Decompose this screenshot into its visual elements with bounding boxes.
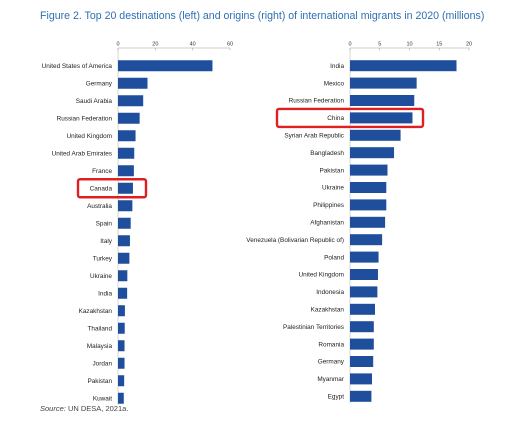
bar	[118, 182, 133, 194]
bar	[118, 270, 128, 282]
x-tick-label: 10	[406, 42, 412, 48]
bar	[118, 147, 135, 159]
category-label: United Arab Emirates	[52, 150, 112, 157]
bar	[118, 305, 125, 317]
bar	[350, 356, 374, 367]
bar	[350, 164, 388, 176]
category-label: Venezuela (Bolivarian Republic of)	[246, 237, 344, 244]
bar	[350, 147, 395, 159]
category-label: United States of America	[42, 63, 113, 70]
bar	[118, 252, 130, 264]
category-label: Russian Federation	[57, 115, 113, 122]
category-label: Germany	[318, 359, 345, 366]
category-label: Australia	[87, 203, 112, 210]
category-label: Mexico	[324, 80, 345, 87]
x-tick-label: 20	[152, 42, 158, 48]
category-label: China	[327, 115, 344, 122]
bar	[118, 392, 124, 404]
category-label: India	[98, 290, 112, 297]
bar	[118, 165, 134, 177]
bar	[350, 338, 374, 350]
highlight-box	[76, 178, 148, 199]
bar	[350, 182, 387, 193]
category-label: Romania	[318, 341, 344, 348]
bar	[350, 77, 417, 89]
bar	[118, 322, 125, 334]
bar	[350, 216, 386, 228]
origins-chart: 0 5 10 15 20 India Mexico Russian Federation Chi…	[246, 42, 472, 403]
category-label: Canada	[90, 185, 113, 192]
category-label: Kuwait	[93, 395, 112, 402]
highlight-box	[275, 107, 425, 129]
bar	[118, 130, 136, 142]
bar	[118, 235, 130, 247]
category-label: Germany	[86, 80, 113, 87]
category-label: Thailand	[87, 325, 112, 332]
category-label: Russian Federation	[289, 98, 345, 105]
x-tick-label: 15	[436, 42, 442, 48]
category-label: Philippines	[313, 202, 344, 209]
x-tick-label: 40	[190, 42, 196, 48]
category-label: Kazakhstan	[311, 307, 345, 314]
bar	[118, 375, 125, 387]
category-label: Italy	[100, 238, 113, 245]
category-label: Pakistan	[87, 378, 112, 385]
bar	[350, 234, 383, 246]
category-label: United Kingdom	[67, 133, 112, 140]
bar	[350, 129, 401, 141]
x-tick-label: 0	[348, 42, 351, 48]
category-label: Bangladesh	[310, 150, 344, 157]
bar	[350, 321, 374, 333]
category-label: Kazakhstan	[79, 308, 113, 315]
category-label: Ukraine	[90, 273, 112, 280]
category-label: Syrian Arab Republic	[284, 133, 344, 140]
chart-title: Figure 2. Top 20 destinations (left) and…	[40, 10, 485, 22]
category-label: Pakistan	[319, 167, 344, 174]
category-label: Ukraine	[322, 185, 344, 192]
x-tick-label: 20	[466, 42, 472, 48]
bar	[118, 287, 128, 299]
bar	[118, 95, 144, 107]
source-label: Source:	[40, 404, 66, 413]
bar	[350, 373, 373, 385]
source-note: Source: UN DESA, 2021a.	[40, 404, 128, 413]
category-label: United Kingdom	[299, 272, 344, 279]
bar	[118, 200, 133, 212]
bar	[118, 60, 213, 72]
category-label: Indonesia	[316, 289, 344, 296]
bar	[350, 199, 387, 211]
category-label: Myanmar	[317, 376, 345, 383]
bar	[350, 60, 457, 72]
category-label: France	[92, 168, 112, 175]
x-tick-label: 0	[116, 42, 119, 48]
bar	[118, 217, 131, 229]
bar	[118, 340, 125, 352]
bar	[350, 269, 378, 280]
bar	[350, 251, 379, 263]
bar	[118, 77, 148, 89]
category-label: Jordan	[92, 360, 112, 367]
category-label: India	[330, 63, 344, 70]
category-label: Saudi Arabia	[76, 98, 113, 105]
x-tick-label: 60	[227, 42, 233, 48]
category-label: Afghanistan	[310, 220, 344, 227]
category-label: Poland	[324, 254, 344, 261]
bar	[350, 303, 375, 315]
bar	[350, 112, 413, 124]
x-tick-label: 5	[378, 42, 381, 48]
bar	[118, 357, 125, 369]
bar	[118, 112, 140, 124]
bar	[350, 390, 372, 402]
category-label: Malaysia	[87, 343, 113, 350]
source-text: UN DESA, 2021a.	[67, 404, 129, 413]
bar	[350, 286, 378, 298]
category-label: Spain	[96, 220, 113, 227]
bar	[350, 95, 415, 106]
category-label: Egypt	[328, 394, 345, 401]
category-label: Turkey	[93, 255, 113, 262]
destinations-chart: 0 20 40 60 United States of America Germany Sa…	[42, 42, 233, 405]
category-label: Palestinian Territories	[283, 324, 344, 331]
